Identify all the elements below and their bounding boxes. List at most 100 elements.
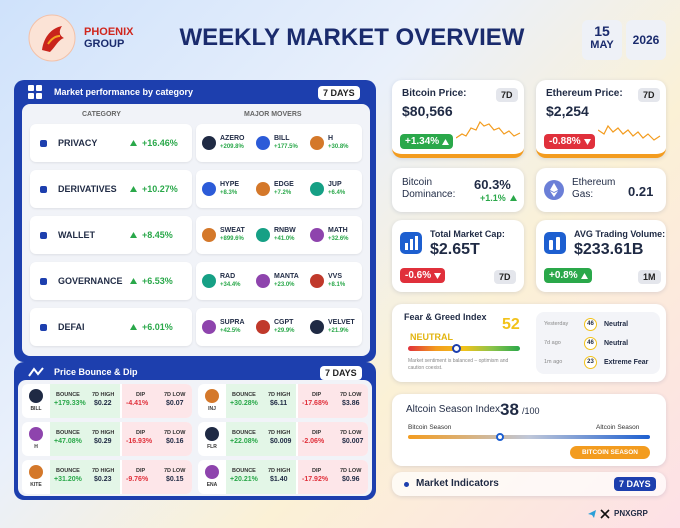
sparkline bbox=[598, 124, 661, 141]
coin-icon bbox=[202, 136, 216, 150]
right-label: Altcoin Season bbox=[596, 424, 640, 431]
panel-title: Price Bounce & Dip bbox=[54, 367, 138, 377]
gauge-bar bbox=[408, 346, 520, 351]
bullet bbox=[40, 324, 47, 331]
grid-icon bbox=[28, 85, 42, 99]
label: DIP bbox=[136, 430, 146, 436]
date-day: 15 bbox=[594, 23, 610, 39]
mover-name: HYPE bbox=[220, 181, 240, 188]
value: $233.61B bbox=[574, 241, 644, 258]
season-badge: BITCOIN SEASON bbox=[570, 446, 650, 459]
movers-card: RAD +34.4% MANTA +23.0% VVS +8.1% bbox=[196, 262, 362, 300]
mover-name: H bbox=[328, 135, 334, 142]
mover-change: +8.1% bbox=[328, 282, 346, 288]
period-badge: 7 DAYS bbox=[318, 86, 360, 100]
coin-icon bbox=[205, 465, 219, 479]
label: 7D LOW bbox=[164, 430, 186, 436]
coin-icon bbox=[29, 465, 43, 479]
bounce-card: ENA BOUNCE +20.21% 7D HIGH $1.40 DIP -17.92% 7D… bbox=[198, 460, 368, 494]
dip-section: DIP -4.41% 7D LOW $0.07 bbox=[122, 384, 192, 418]
dip-value: -17.68% bbox=[302, 400, 329, 407]
brand-line2: GROUP bbox=[84, 38, 125, 50]
mover-name: AZERO bbox=[220, 135, 245, 142]
coin-icon bbox=[310, 136, 324, 150]
col-header: MAJOR MOVERS bbox=[244, 111, 302, 118]
label: 7D HIGH bbox=[92, 392, 115, 398]
bullet bbox=[40, 140, 47, 147]
mover-change: +8.3% bbox=[220, 190, 238, 196]
change: -0.6% bbox=[405, 270, 432, 281]
trend-icon bbox=[28, 367, 44, 377]
label: BOUNCE bbox=[232, 468, 256, 474]
dip-value: -2.06% bbox=[302, 438, 325, 445]
period-badge: 7 DAYS bbox=[614, 477, 656, 491]
label: DIP bbox=[136, 392, 146, 398]
up-arrow bbox=[130, 186, 137, 192]
bounce-section: BOUNCE +47.08% 7D HIGH $0.29 bbox=[50, 422, 120, 456]
coin-icon bbox=[29, 389, 43, 403]
value: 0.21 bbox=[628, 184, 654, 199]
period-badge: 7 DAYS bbox=[320, 366, 362, 380]
label: BOUNCE bbox=[56, 392, 80, 398]
label: DIP bbox=[312, 468, 322, 474]
coin-name: ENA bbox=[206, 482, 218, 488]
period-badge: 7D bbox=[494, 270, 516, 284]
date-year: 2026 bbox=[626, 20, 666, 60]
mover-name: CGPT bbox=[274, 319, 294, 326]
mover-change: +7.2% bbox=[274, 190, 292, 196]
high-value: $0.009 bbox=[270, 438, 292, 445]
value: $2.65T bbox=[430, 241, 480, 258]
indicators-title: Market Indicators bbox=[416, 478, 499, 489]
dip-value: -4.41% bbox=[126, 400, 149, 407]
label: 7D LOW bbox=[340, 430, 362, 436]
date-month: MAY bbox=[590, 39, 614, 51]
mover-change: +30.8% bbox=[328, 144, 349, 150]
status: NEUTRAL bbox=[410, 332, 453, 342]
category-change: +8.45% bbox=[142, 230, 173, 240]
low-value: $0.15 bbox=[166, 476, 184, 483]
label: BOUNCE bbox=[232, 430, 256, 436]
dip-section: DIP -2.06% 7D LOW $0.007 bbox=[298, 422, 368, 456]
history-value: 46 bbox=[584, 318, 597, 331]
bullet bbox=[40, 186, 47, 193]
category-card: GOVERNANCE +6.53% bbox=[30, 262, 192, 300]
dip-section: DIP -16.93% 7D LOW $0.16 bbox=[122, 422, 192, 456]
label: DIP bbox=[136, 468, 146, 474]
mover-change: +23.0% bbox=[274, 282, 295, 288]
label: 7D LOW bbox=[340, 392, 362, 398]
category-change: +6.01% bbox=[142, 322, 173, 332]
mover-change: +899.6% bbox=[220, 236, 244, 242]
card-title: Bitcoin Dominance: bbox=[402, 177, 456, 200]
label: BOUNCE bbox=[232, 392, 256, 398]
gauge-marker bbox=[452, 344, 461, 353]
coin-name: INJ bbox=[208, 406, 216, 412]
eth-icon bbox=[544, 180, 564, 200]
change-pill: -0.6% bbox=[400, 268, 446, 283]
bounce-section: BOUNCE +179.33% 7D HIGH $0.22 bbox=[50, 384, 120, 418]
altcoin-card: Altcoin Season Index 38 /100 Bitcoin Sea… bbox=[392, 394, 666, 466]
down-arrow bbox=[583, 139, 591, 145]
history-box: Yesterday 46 Neutral 7d ago 46 Neutral 1m ago 2… bbox=[536, 312, 660, 374]
category-name: GOVERNANCE bbox=[58, 276, 123, 286]
date-box: 15 MAY bbox=[582, 20, 622, 60]
bounce-value: +22.08% bbox=[230, 438, 258, 445]
coin-icon bbox=[205, 427, 219, 441]
note: Market sentiment is balanced – optimism … bbox=[408, 358, 509, 371]
label: 7D HIGH bbox=[92, 430, 115, 436]
coin-icon bbox=[310, 274, 324, 288]
label: DIP bbox=[312, 392, 322, 398]
col-header: CATEGORY bbox=[82, 111, 121, 118]
movers-card: AZERO +209.8% BILL +177.5% H +30.8% bbox=[196, 124, 362, 162]
mover-change: +42.5% bbox=[220, 328, 241, 334]
up-arrow bbox=[130, 324, 137, 330]
change: +0.8% bbox=[549, 270, 578, 281]
high-value: $1.40 bbox=[270, 476, 288, 483]
bounce-value: +31.20% bbox=[54, 476, 82, 483]
mover-name: MATH bbox=[328, 227, 348, 234]
coin-icon bbox=[256, 182, 270, 196]
dip-value: -17.92% bbox=[302, 476, 329, 483]
footer-handle: PNXGRP bbox=[614, 509, 648, 518]
card-title: Fear & Greed Index bbox=[404, 312, 487, 322]
movers-card: SWEAT +899.6% RNBW +41.0% MATH +32.6% bbox=[196, 216, 362, 254]
bounce-value: +179.33% bbox=[54, 400, 86, 407]
